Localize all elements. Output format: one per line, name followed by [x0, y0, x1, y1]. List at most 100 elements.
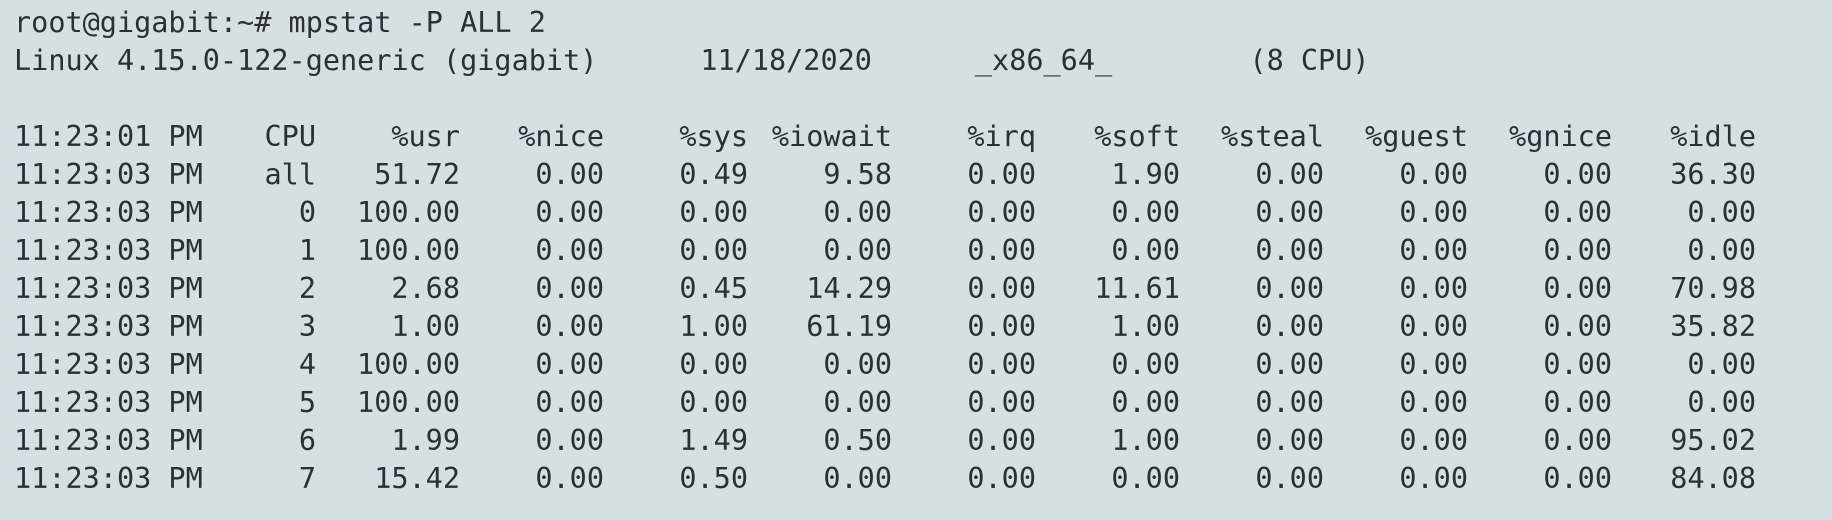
cell-idle: 0.00	[1687, 348, 1756, 381]
table-row: 11:23:03 PM 4 100.00 0.00 0.00 0.00 0.00 0.00 0.…	[14, 346, 1832, 384]
cell-idle: 35.82	[1670, 310, 1756, 343]
cell-time: 11:23:03 PM	[14, 424, 203, 457]
cell-steal: 0.00	[1255, 462, 1324, 495]
cell-irq: 0.00	[967, 348, 1036, 381]
cell-irq: 0.00	[967, 424, 1036, 457]
cell-steal: 0.00	[1255, 424, 1324, 457]
table-row: 11:23:03 PM 1 100.00 0.00 0.00 0.00 0.00 0.00 0.…	[14, 232, 1832, 270]
cell-usr: 1.99	[391, 424, 460, 457]
cell-iowait: 0.00	[823, 196, 892, 229]
cell-nice: 0.00	[535, 196, 604, 229]
system-info-line: Linux 4.15.0-122-generic (gigabit) 11/18…	[14, 44, 1370, 77]
cell-time: 11:23:03 PM	[14, 234, 203, 267]
cell-sys: 1.49	[679, 424, 748, 457]
table-row: 11:23:03 PM 2 2.68 0.00 0.45 14.29 0.00 11.61 0.…	[14, 270, 1832, 308]
cell-soft: 0.00	[1111, 348, 1180, 381]
cell-sys: 0.00	[679, 348, 748, 381]
cell-iowait: 61.19	[806, 310, 892, 343]
cell-iowait: 9.58	[823, 158, 892, 191]
cell-nice: 0.00	[535, 310, 604, 343]
cell-sys: 1.00	[679, 310, 748, 343]
cell-guest: 0.00	[1399, 424, 1468, 457]
cell-gnice: 0.00	[1543, 462, 1612, 495]
cell-nice: 0.00	[535, 272, 604, 305]
table-row: 11:23:03 PM 6 1.99 0.00 1.49 0.50 0.00 1.00 0.00…	[14, 422, 1832, 460]
cell-guest: 0.00	[1399, 348, 1468, 381]
cell-iowait: 14.29	[806, 272, 892, 305]
cell-cpu: 7	[298, 462, 316, 495]
cell-irq: 0.00	[967, 272, 1036, 305]
cell-cpu: 4	[298, 348, 316, 381]
table-body: 11:23:03 PM all 51.72 0.00 0.49 9.58 0.00 1.90 0…	[14, 156, 1832, 498]
cell-usr: 51.72	[374, 158, 460, 191]
cell-cpu: 3	[298, 310, 316, 343]
cell-cpu: 0	[298, 196, 316, 229]
cell-guest: 0.00	[1399, 386, 1468, 419]
cell-irq: 0.00	[967, 196, 1036, 229]
header-nice: %nice	[518, 120, 604, 153]
cell-irq: 0.00	[967, 386, 1036, 419]
cell-guest: 0.00	[1399, 234, 1468, 267]
cell-cpu: 6	[298, 424, 316, 457]
cell-guest: 0.00	[1399, 310, 1468, 343]
table-header-row: 11:23:01 PM CPU %usr %nice %sys %iowait …	[14, 118, 1832, 156]
header-steal: %steal	[1221, 120, 1324, 153]
cell-usr: 100.00	[357, 234, 460, 267]
cell-time: 11:23:03 PM	[14, 462, 203, 495]
cell-iowait: 0.00	[823, 348, 892, 381]
cell-nice: 0.00	[535, 234, 604, 267]
cell-idle: 0.00	[1687, 234, 1756, 267]
cell-gnice: 0.00	[1543, 424, 1612, 457]
cell-gnice: 0.00	[1543, 196, 1612, 229]
cell-soft: 0.00	[1111, 196, 1180, 229]
cell-gnice: 0.00	[1543, 234, 1612, 267]
cell-usr: 1.00	[391, 310, 460, 343]
cell-gnice: 0.00	[1543, 310, 1612, 343]
cell-idle: 0.00	[1687, 196, 1756, 229]
cell-steal: 0.00	[1255, 386, 1324, 419]
header-time: 11:23:01 PM	[14, 120, 203, 153]
header-idle: %idle	[1670, 120, 1756, 153]
cell-steal: 0.00	[1255, 196, 1324, 229]
table-row: 11:23:03 PM 3 1.00 0.00 1.00 61.19 0.00 1.00 0.0…	[14, 308, 1832, 346]
cell-usr: 100.00	[357, 348, 460, 381]
header-soft: %soft	[1094, 120, 1180, 153]
cell-guest: 0.00	[1399, 158, 1468, 191]
header-gnice: %gnice	[1509, 120, 1612, 153]
header-iowait: %iowait	[771, 120, 892, 153]
cell-cpu: all	[264, 158, 316, 191]
cell-sys: 0.45	[679, 272, 748, 305]
cell-sys: 0.00	[679, 234, 748, 267]
cell-usr: 100.00	[357, 386, 460, 419]
cell-soft: 0.00	[1111, 386, 1180, 419]
cell-cpu: 1	[298, 234, 316, 267]
cell-steal: 0.00	[1255, 234, 1324, 267]
cell-time: 11:23:03 PM	[14, 310, 203, 343]
cell-irq: 0.00	[967, 158, 1036, 191]
cell-nice: 0.00	[535, 424, 604, 457]
cell-iowait: 0.00	[823, 462, 892, 495]
cell-usr: 2.68	[391, 272, 460, 305]
cell-steal: 0.00	[1255, 158, 1324, 191]
cell-soft: 1.00	[1111, 424, 1180, 457]
cell-idle: 70.98	[1670, 272, 1756, 305]
cell-soft: 11.61	[1094, 272, 1180, 305]
header-irq: %irq	[967, 120, 1036, 153]
cell-steal: 0.00	[1255, 348, 1324, 381]
cell-steal: 0.00	[1255, 272, 1324, 305]
cell-time: 11:23:03 PM	[14, 272, 203, 305]
header-sys: %sys	[679, 120, 748, 153]
cell-time: 11:23:03 PM	[14, 196, 203, 229]
blank-line	[14, 80, 1832, 118]
cell-time: 11:23:03 PM	[14, 348, 203, 381]
header-cpu: CPU	[264, 120, 316, 153]
cell-soft: 1.90	[1111, 158, 1180, 191]
cell-irq: 0.00	[967, 310, 1036, 343]
cell-cpu: 5	[298, 386, 316, 419]
table-row: 11:23:03 PM 0 100.00 0.00 0.00 0.00 0.00 0.00 0.…	[14, 194, 1832, 232]
cell-gnice: 0.00	[1543, 158, 1612, 191]
header-guest: %guest	[1365, 120, 1468, 153]
cell-gnice: 0.00	[1543, 272, 1612, 305]
cell-cpu: 2	[298, 272, 316, 305]
